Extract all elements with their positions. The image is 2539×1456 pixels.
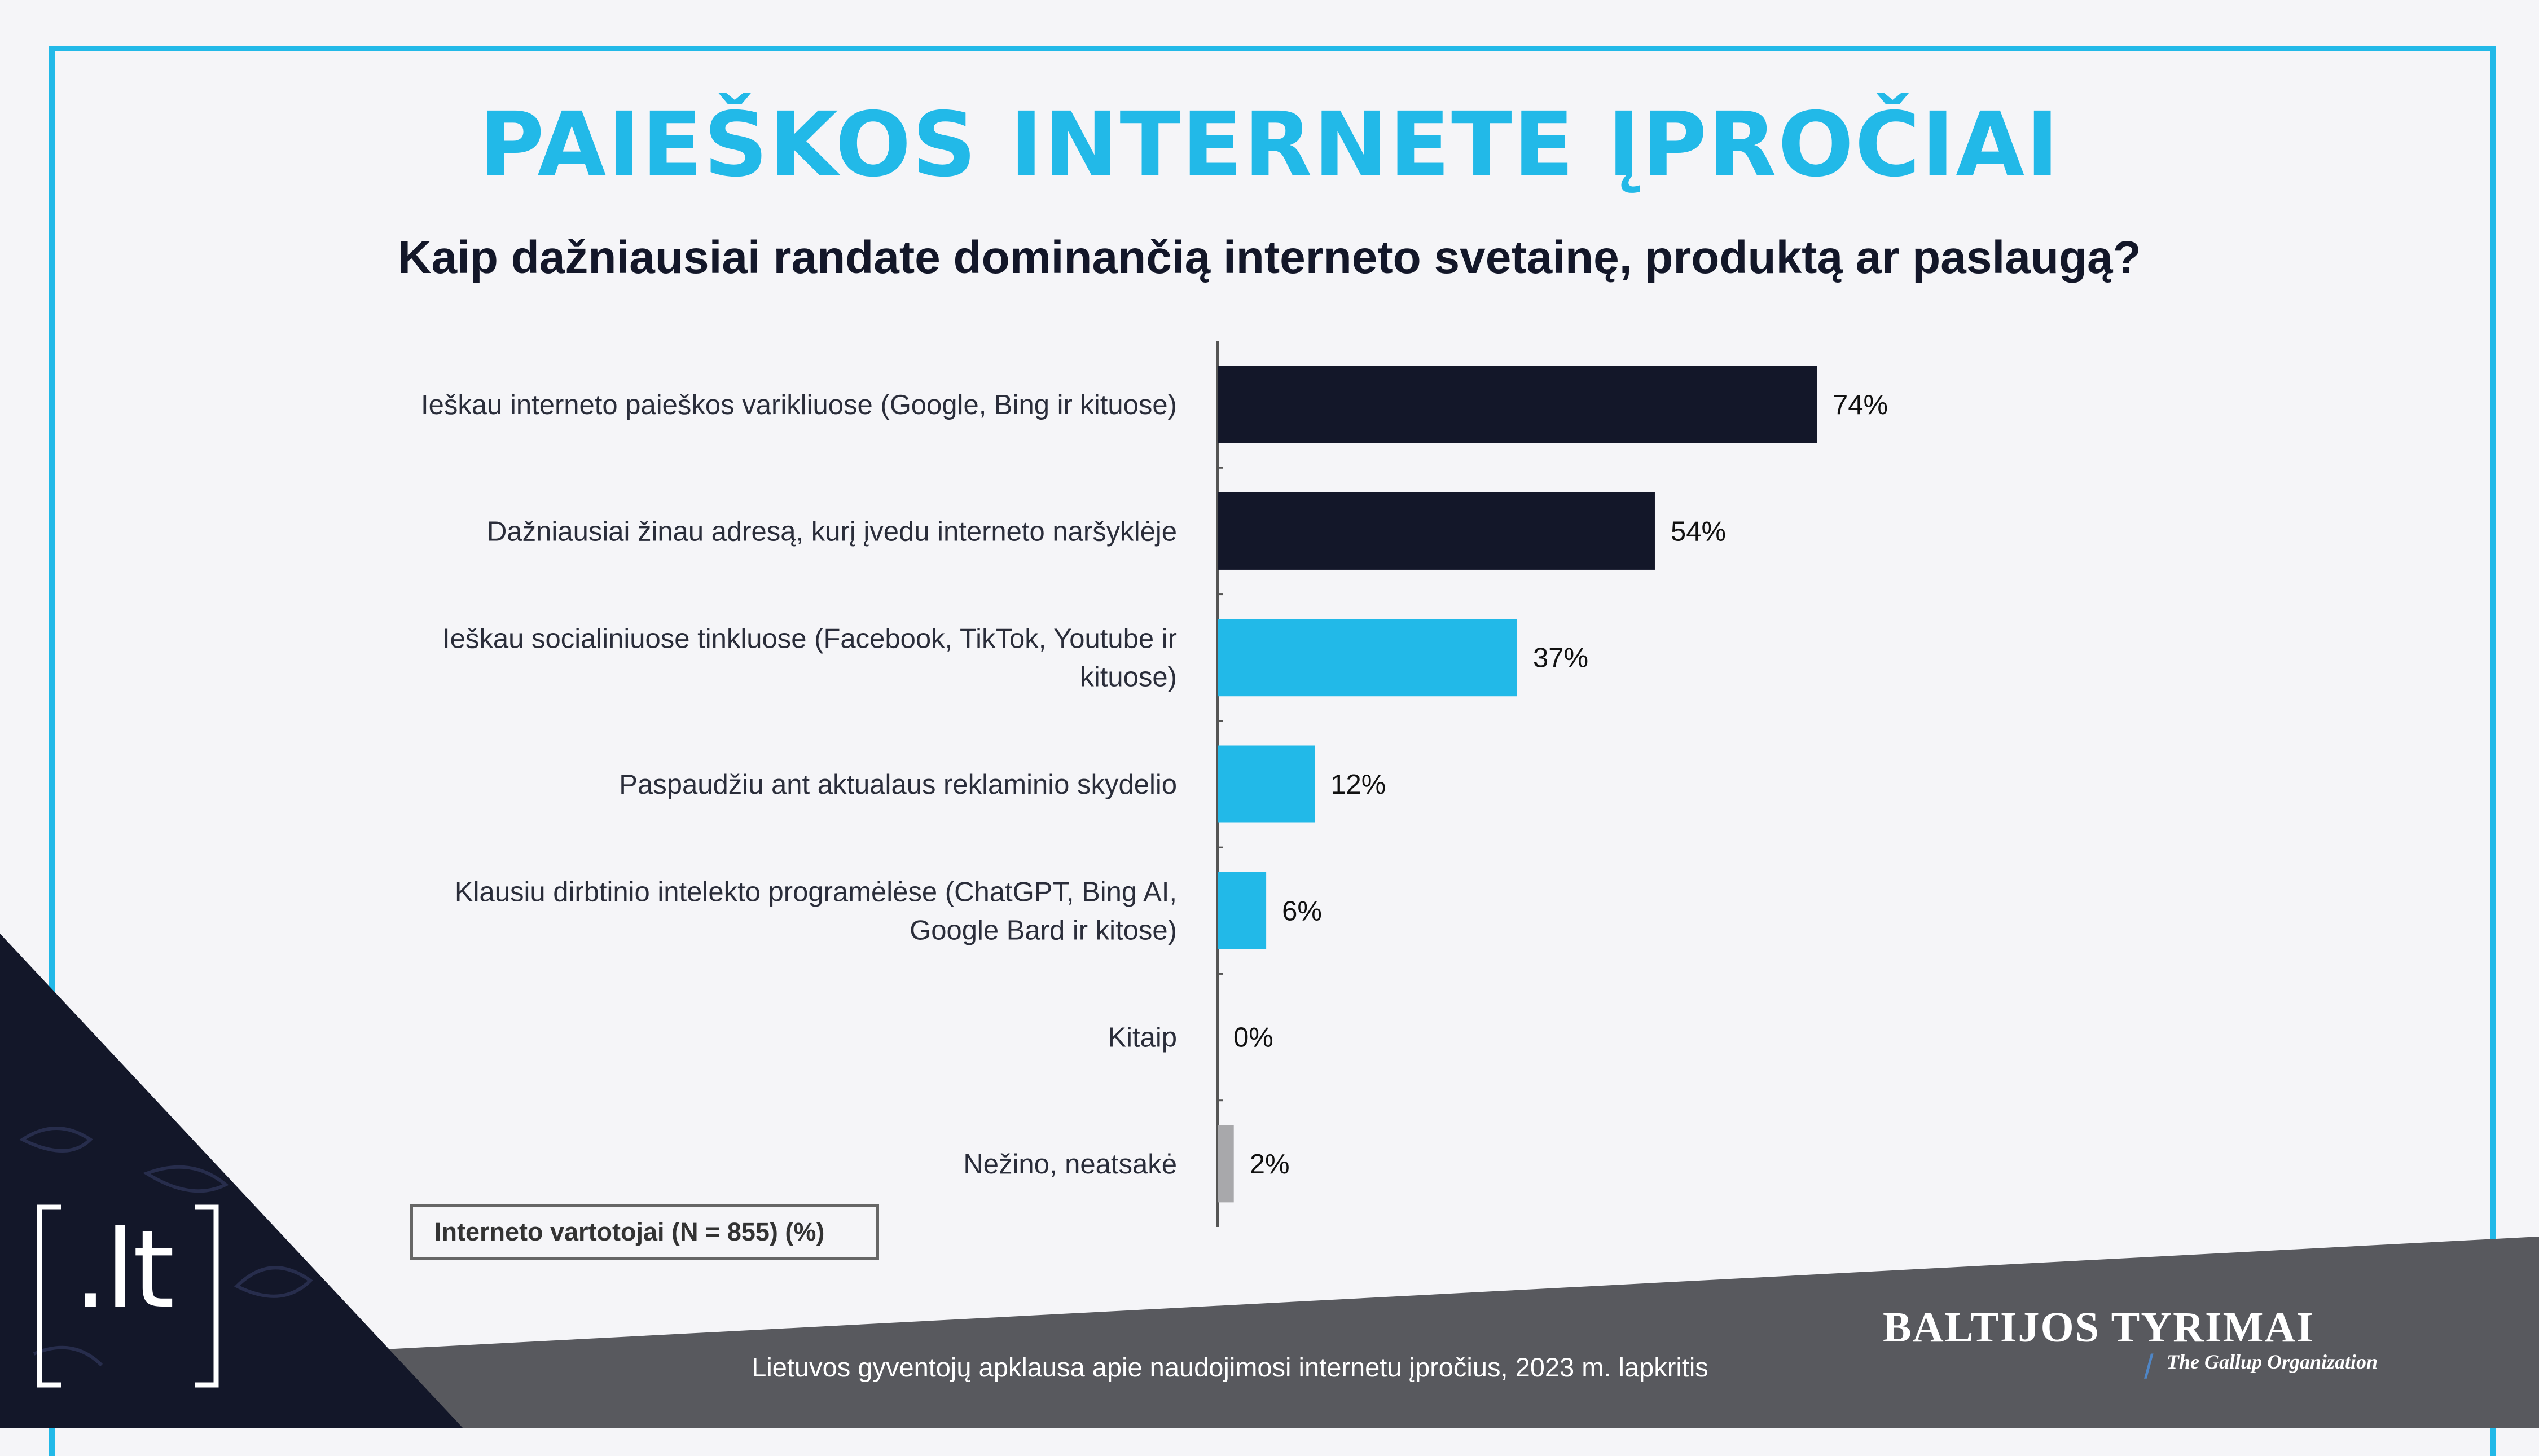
category-label-2: Dažniausiai žinau adresą, kurį įvedu int… [487, 516, 1177, 547]
bar-3 [1218, 619, 1517, 697]
value-label-7: 2% [1250, 1149, 1290, 1180]
brand-name: BALTIJOS TYRIMAI [1883, 1304, 2314, 1351]
category-label-7: Nežino, neatsakė [963, 1149, 1177, 1180]
logo-lt: .lt [73, 1207, 175, 1332]
category-label-3: Ieškau socialiniuose tinkluose (Facebook… [442, 624, 1177, 693]
page-title: PAIEŠKOS INTERNETE ĮPROČIAI [478, 93, 2061, 197]
category-label-1: Ieškau interneto paieškos varikliuose (G… [421, 390, 1177, 420]
value-label-3: 37% [1533, 643, 1588, 674]
bar-1 [1218, 366, 1817, 443]
brand-slash-icon: / [2144, 1348, 2154, 1385]
value-label-2: 54% [1671, 516, 1726, 547]
category-label-6: Kitaip [1108, 1023, 1177, 1053]
category-label-4: Paspaudžiu ant aktualaus reklaminio skyd… [619, 769, 1177, 800]
content-frame [49, 46, 2496, 1456]
value-label-6: 0% [1233, 1023, 1273, 1053]
footer-caption: Lietuvos gyventojų apklausa apie naudoji… [752, 1352, 1708, 1382]
value-label-4: 12% [1330, 769, 1386, 800]
bar-2 [1218, 492, 1655, 570]
bar-7 [1218, 1125, 1234, 1203]
category-label-5: Klausiu dirbtinio intelekto programėlėse… [455, 877, 1177, 945]
brand-tagline: The Gallup Organization [2167, 1351, 2378, 1373]
sample-note: Interneto vartotojai (N = 855) (%) [410, 1204, 879, 1260]
value-label-1: 74% [1833, 390, 1888, 420]
value-label-5: 6% [1282, 896, 1322, 926]
chart-question: Kaip dažniausiai randate dominančią inte… [398, 232, 2141, 283]
bar-5 [1218, 872, 1267, 949]
bar-4 [1218, 745, 1315, 823]
